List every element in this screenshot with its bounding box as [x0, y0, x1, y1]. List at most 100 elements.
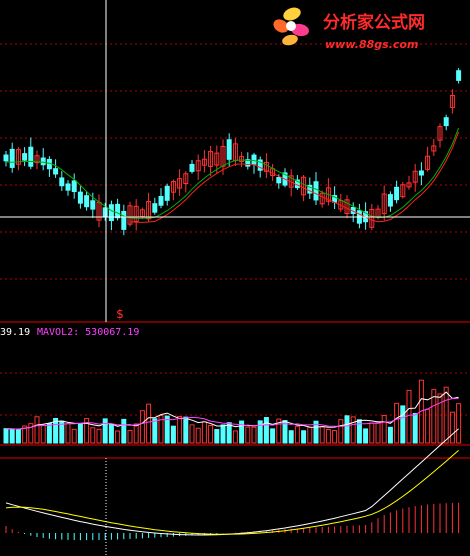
flower-logo-icon — [273, 7, 309, 46]
logo-url: www.88gs.com — [325, 38, 418, 51]
candle-down — [102, 207, 108, 218]
volume-bar — [152, 418, 158, 444]
volume-bar — [139, 410, 145, 444]
volume-bar — [344, 415, 350, 444]
volume-bar — [251, 426, 257, 444]
candle-up — [133, 205, 139, 222]
candle-down — [257, 159, 263, 171]
mavol2-line — [5, 398, 459, 430]
candle-down — [394, 186, 400, 201]
volume-bar — [102, 418, 108, 444]
volume-bar — [201, 421, 207, 444]
volume-bar — [220, 424, 226, 444]
volume-bar — [9, 428, 15, 444]
volume-bar — [84, 418, 90, 444]
volume-bar — [369, 422, 375, 444]
candle-up — [319, 192, 325, 205]
ma-line-red — [129, 131, 460, 223]
volume-bar — [133, 423, 139, 444]
volume-bar — [226, 422, 232, 444]
volume-bar — [208, 424, 214, 444]
volume-bar — [15, 428, 21, 444]
candle-down — [40, 157, 46, 166]
volume-bar — [53, 417, 59, 444]
volume-bar — [425, 408, 431, 444]
volume-bar — [325, 429, 331, 444]
site-logo[interactable]: 分析家公式网 www.88gs.com — [271, 5, 425, 51]
candle-down — [65, 183, 71, 191]
candle-down — [418, 170, 424, 176]
candle-up — [214, 152, 220, 166]
candle-down — [22, 153, 28, 161]
candle-down — [152, 203, 158, 213]
candle-down — [276, 176, 282, 184]
volume-readout-value: 39.19 — [0, 327, 30, 338]
candle-down — [456, 70, 462, 81]
volume-bar — [96, 428, 102, 444]
volume-bar — [313, 420, 319, 444]
volume-bars — [3, 379, 462, 444]
volume-bar — [158, 415, 164, 444]
volume-bar — [232, 430, 238, 444]
grid-lines — [0, 43, 470, 459]
candle-down — [71, 180, 77, 193]
volume-bar — [443, 386, 449, 444]
volume-bar — [350, 416, 356, 444]
candle-down — [77, 191, 83, 204]
candle-down — [158, 195, 164, 206]
candle-up — [263, 161, 269, 172]
volume-bar — [239, 420, 245, 444]
candle-up — [15, 149, 21, 165]
candle-down — [9, 148, 15, 168]
candle-down — [226, 139, 232, 160]
candle-up — [437, 126, 443, 141]
candle-up — [431, 145, 437, 152]
volume-bar — [375, 421, 381, 444]
volume-bar — [449, 411, 455, 444]
candlestick-series — [3, 68, 462, 236]
volume-bar — [412, 412, 418, 444]
candle-up — [412, 170, 418, 183]
volume-bar — [282, 420, 288, 444]
volume-bar — [127, 430, 133, 444]
candle-down — [59, 177, 65, 187]
volume-bar — [115, 430, 121, 444]
candle-down — [251, 154, 257, 165]
volume-bar — [319, 426, 325, 444]
volume-bar — [71, 428, 77, 444]
candle-down — [313, 181, 319, 201]
candle-up — [381, 193, 387, 215]
candle-down — [115, 203, 121, 219]
candle-up — [34, 155, 40, 164]
logo-title: 分析家公式网 — [323, 12, 425, 33]
volume-bar — [183, 416, 189, 444]
volume-bar — [400, 405, 406, 444]
mavol2-readout: MAVOL2: 530067.19 — [37, 327, 139, 338]
candle-up — [183, 173, 189, 184]
volume-bar — [214, 429, 220, 444]
candle-down — [3, 154, 9, 162]
volume-bar — [46, 423, 52, 444]
volume-bar — [245, 426, 251, 444]
volume-bar — [276, 418, 282, 444]
volume-bar — [338, 419, 344, 444]
volume-bar — [28, 423, 34, 444]
volume-bar — [301, 430, 307, 444]
candle-down — [443, 117, 449, 127]
candle-up — [170, 181, 176, 193]
macd-dea-line — [5, 450, 459, 535]
candle-up — [195, 160, 201, 172]
buy-signal-marker: $ — [116, 307, 124, 321]
volume-bar — [456, 403, 462, 444]
volume-bar — [263, 417, 269, 444]
volume-bar — [170, 425, 176, 444]
volume-bar — [189, 424, 195, 444]
candle-down — [189, 163, 195, 172]
volume-bar — [387, 426, 393, 444]
candle-up — [425, 155, 431, 170]
volume-bar — [3, 428, 9, 444]
volume-bar — [394, 402, 400, 444]
volume-bar — [121, 418, 127, 444]
